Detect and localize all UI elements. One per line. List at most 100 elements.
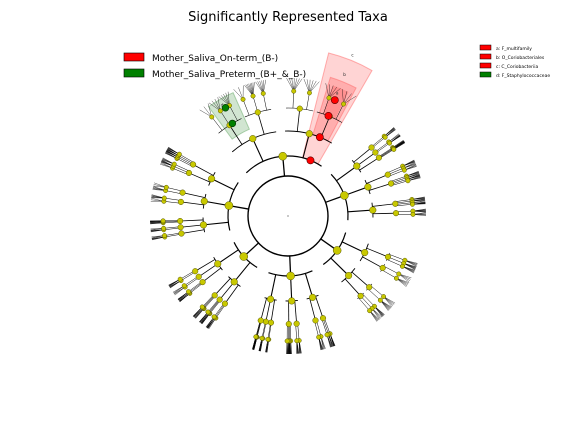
node-family — [326, 95, 332, 101]
node-phylum — [286, 271, 295, 281]
node-order — [257, 317, 264, 324]
branch-genus — [303, 78, 310, 93]
branch-order — [368, 183, 392, 191]
branch-order — [224, 284, 239, 304]
node-family — [176, 151, 182, 157]
legend-taxa-swatch-b — [479, 53, 492, 60]
branch-family — [395, 210, 413, 213]
branch-order — [362, 256, 383, 269]
branch-order — [351, 271, 370, 288]
branch-family — [263, 93, 267, 111]
branch-order — [181, 229, 205, 234]
node-family — [160, 218, 166, 224]
branch-family — [172, 167, 189, 175]
branch-order — [188, 172, 211, 183]
node-class — [200, 197, 208, 205]
node-order — [262, 318, 269, 325]
node-family — [162, 233, 167, 239]
node-family — [161, 225, 167, 231]
branch-class — [270, 274, 277, 300]
legend-taxa-label-d: d: F_Staphylococcaceae — [496, 73, 550, 79]
branch-family — [211, 116, 223, 131]
node-class — [345, 272, 353, 280]
legend-taxa: a: F_multifamily b: O_Coriobacteriales c… — [479, 44, 550, 79]
branch-order — [359, 157, 380, 171]
cladogram-tree: a b c d — [150, 52, 427, 355]
branch-order — [315, 296, 324, 319]
branch-family — [165, 190, 183, 195]
node-significant-green — [221, 104, 230, 112]
branch-order — [219, 281, 235, 300]
node-class — [199, 221, 208, 229]
node-class — [364, 183, 372, 191]
node-significant-red — [324, 111, 333, 120]
node-order — [384, 171, 391, 178]
branch-family — [362, 293, 375, 307]
node-order — [178, 230, 185, 237]
branch-family — [174, 163, 190, 172]
node-family — [410, 211, 416, 217]
node-phylum — [239, 252, 249, 261]
node-class — [267, 295, 275, 303]
branch-class — [217, 249, 239, 265]
node-order — [211, 292, 218, 299]
branch-order — [372, 212, 396, 215]
node-family — [391, 147, 397, 152]
branch-order — [260, 298, 267, 321]
node-order — [319, 315, 327, 322]
node-order — [285, 320, 292, 328]
branch-family — [166, 187, 183, 192]
node-significant-green — [228, 119, 237, 128]
node-family — [316, 334, 322, 340]
node-class — [230, 278, 238, 286]
branch-order — [372, 203, 396, 207]
branch-class — [302, 133, 310, 159]
branch-family — [324, 317, 331, 334]
branch-genus — [328, 88, 341, 99]
node-family — [240, 96, 246, 102]
branch-family — [292, 91, 294, 109]
branch-family — [242, 99, 250, 116]
node-order — [296, 105, 303, 112]
node-order — [392, 200, 399, 207]
node-significant-red — [306, 156, 315, 165]
node-family — [367, 308, 373, 314]
node-family — [181, 283, 187, 289]
branch-root-ring — [247, 175, 329, 257]
node-class — [309, 293, 317, 301]
branch-class — [336, 165, 358, 182]
branch-family — [388, 169, 405, 177]
node-order — [384, 253, 392, 260]
node-class — [288, 297, 296, 305]
branch-order — [353, 147, 372, 163]
branch-order — [344, 278, 361, 297]
branch-class — [252, 138, 264, 162]
legend-taxa-swatch-c — [479, 62, 492, 69]
node-family — [205, 309, 211, 315]
branch-order — [194, 259, 216, 272]
legend-swatch-on-term — [123, 52, 145, 62]
branch-family — [306, 92, 310, 110]
branch-order — [366, 174, 388, 184]
branch-order — [294, 300, 298, 324]
branch-family — [386, 165, 403, 174]
node-class — [361, 249, 369, 257]
branch-class — [304, 273, 314, 298]
branch-order — [320, 116, 331, 138]
node-family — [396, 271, 402, 277]
branch-order — [356, 152, 376, 167]
clade-letter-a: a — [336, 92, 339, 97]
node-family — [284, 338, 290, 344]
branch-family — [383, 265, 399, 275]
branch-order — [296, 108, 301, 132]
legend-swatch-preterm — [123, 68, 145, 78]
node-family — [250, 93, 256, 99]
node-family — [405, 178, 411, 184]
node-family — [291, 88, 297, 94]
node-order — [195, 273, 202, 280]
node-order — [293, 320, 300, 327]
node-order — [216, 296, 223, 303]
branch-order — [180, 224, 204, 228]
branch-class — [330, 257, 350, 276]
node-class — [208, 175, 216, 183]
